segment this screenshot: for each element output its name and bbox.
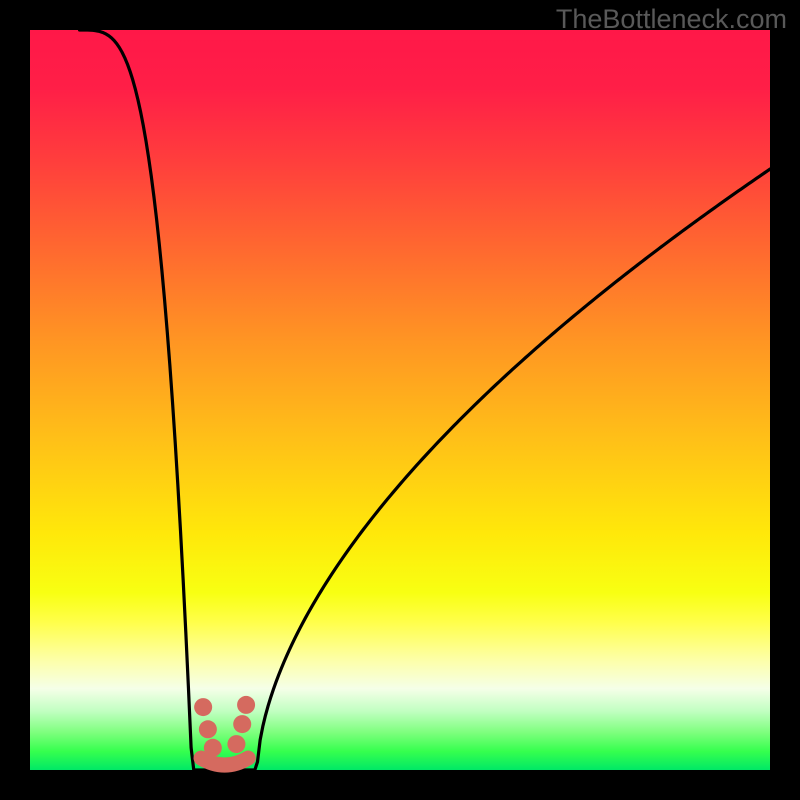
nadir-marker-dot: [199, 720, 217, 738]
nadir-marker-dot: [233, 715, 251, 733]
watermark-text: TheBottleneck.com: [556, 4, 787, 35]
bottleneck-curve: [80, 30, 770, 770]
bottleneck-curve-layer: [0, 0, 800, 800]
chart-root: TheBottleneck.com: [0, 0, 800, 800]
nadir-marker-dot: [237, 696, 255, 714]
nadir-marker-dot: [194, 698, 212, 716]
nadir-marker-dot: [227, 735, 245, 753]
nadir-marker-cap: [201, 758, 248, 765]
